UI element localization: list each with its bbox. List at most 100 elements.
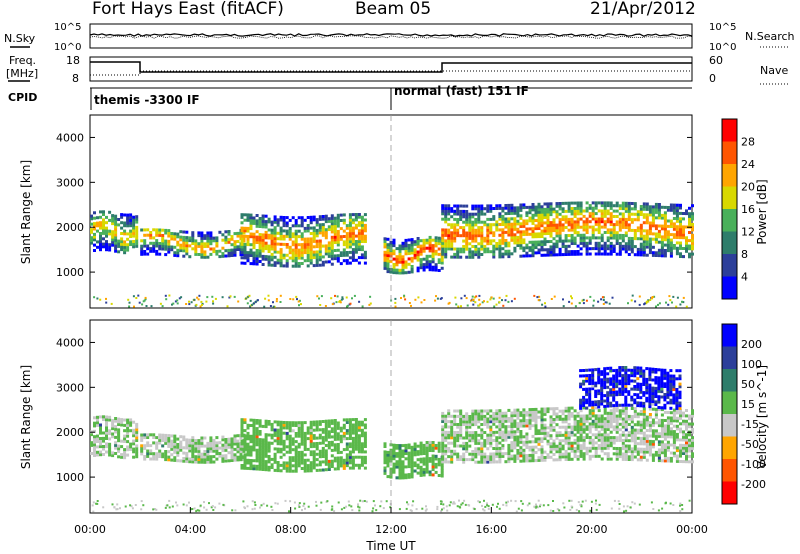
echo-cell [456,207,460,211]
echo-cell [468,253,472,257]
echo-cell [663,235,667,239]
echo-cell [639,213,643,216]
echo-cell [477,250,481,254]
echo-cell [645,450,649,454]
echo-cell [666,241,670,244]
echo-cell [492,460,496,464]
echo-cell [135,220,139,224]
echo-cell [510,238,514,242]
echo-cell [161,239,165,243]
echo-cell [615,455,619,458]
echo-cell [339,235,343,239]
echo-cell [444,217,448,221]
echo-cell [185,246,189,250]
echo-cell [294,251,298,255]
echo-cell [474,247,478,251]
echo-cell [558,204,562,208]
echo-cell [276,423,280,427]
echo-cell [567,209,571,213]
echo-cell [363,261,367,265]
echo-cell [672,443,676,447]
echo-cell [270,236,274,240]
echo-cell [525,424,529,428]
echo-cell [428,446,432,450]
echo-cell [504,204,508,207]
echo-cell [465,239,469,243]
echo-cell [609,233,613,237]
echo-cell [330,216,334,220]
echo-cell [152,244,156,248]
echo-cell [236,447,240,451]
echo-cell [450,441,454,445]
echo-cell [609,206,613,210]
echo-cell [685,212,688,216]
echo-cell [543,237,547,241]
echo-cell [582,454,586,458]
echo-cell [615,215,619,218]
echo-cell [636,250,640,254]
ground-scatter-cell [221,296,224,299]
echo-cell [612,436,616,440]
echo-cell [348,418,352,422]
ground-scatter-cell [345,296,348,299]
echo-cell [99,450,102,454]
echo-cell [603,212,607,216]
echo-cell [324,260,328,264]
echo-cell [489,439,493,442]
echo-cell [407,462,411,466]
echo-cell [468,215,472,219]
echo-cell [345,418,349,422]
echo-cell [468,228,472,232]
echo-cell [297,426,301,430]
echo-cell [552,242,556,246]
echo-cell [516,457,520,461]
echo-cell [285,469,289,473]
echo-cell [129,421,133,425]
echo-cell [233,240,237,244]
echo-cell [249,216,253,220]
echo-cell [270,436,274,440]
echo-cell [552,409,556,413]
echo-cell [419,457,423,461]
echo-cell [179,235,183,239]
echo-cell [267,457,271,461]
echo-cell [288,467,292,470]
echo-cell [534,418,538,422]
echo-cell [513,435,517,439]
echo-cell [603,441,607,445]
echo-cell [120,237,124,241]
echo-cell [621,406,625,410]
echo-cell [114,220,118,224]
echo-cell [345,445,349,449]
echo-cell [597,425,601,429]
echo-cell [534,211,538,214]
echo-cell [691,446,694,450]
echo-cell [507,419,511,423]
echo-cell [465,223,469,227]
echo-cell [450,430,454,434]
echo-cell [291,456,295,460]
echo-cell [291,232,295,236]
echo-cell [609,244,613,248]
echo-cell [567,228,571,232]
echo-cell [441,228,445,232]
echo-cell [363,455,367,459]
echo-cell [303,448,307,451]
echo-cell [105,437,108,440]
echo-cell [510,449,514,453]
echo-cell [258,233,262,237]
echo-cell [444,460,448,464]
echo-cell [318,252,322,256]
echo-cell [588,446,592,450]
echo-cell [351,439,355,443]
echo-cell [489,250,493,254]
echo-cell [498,433,502,437]
echo-cell [573,250,577,254]
echo-cell [642,234,646,238]
echo-cell [645,229,649,233]
echo-cell [342,235,346,238]
echo-cell [327,422,331,426]
echo-cell [459,226,463,230]
echo-cell [537,432,541,435]
echo-cell [441,420,445,423]
